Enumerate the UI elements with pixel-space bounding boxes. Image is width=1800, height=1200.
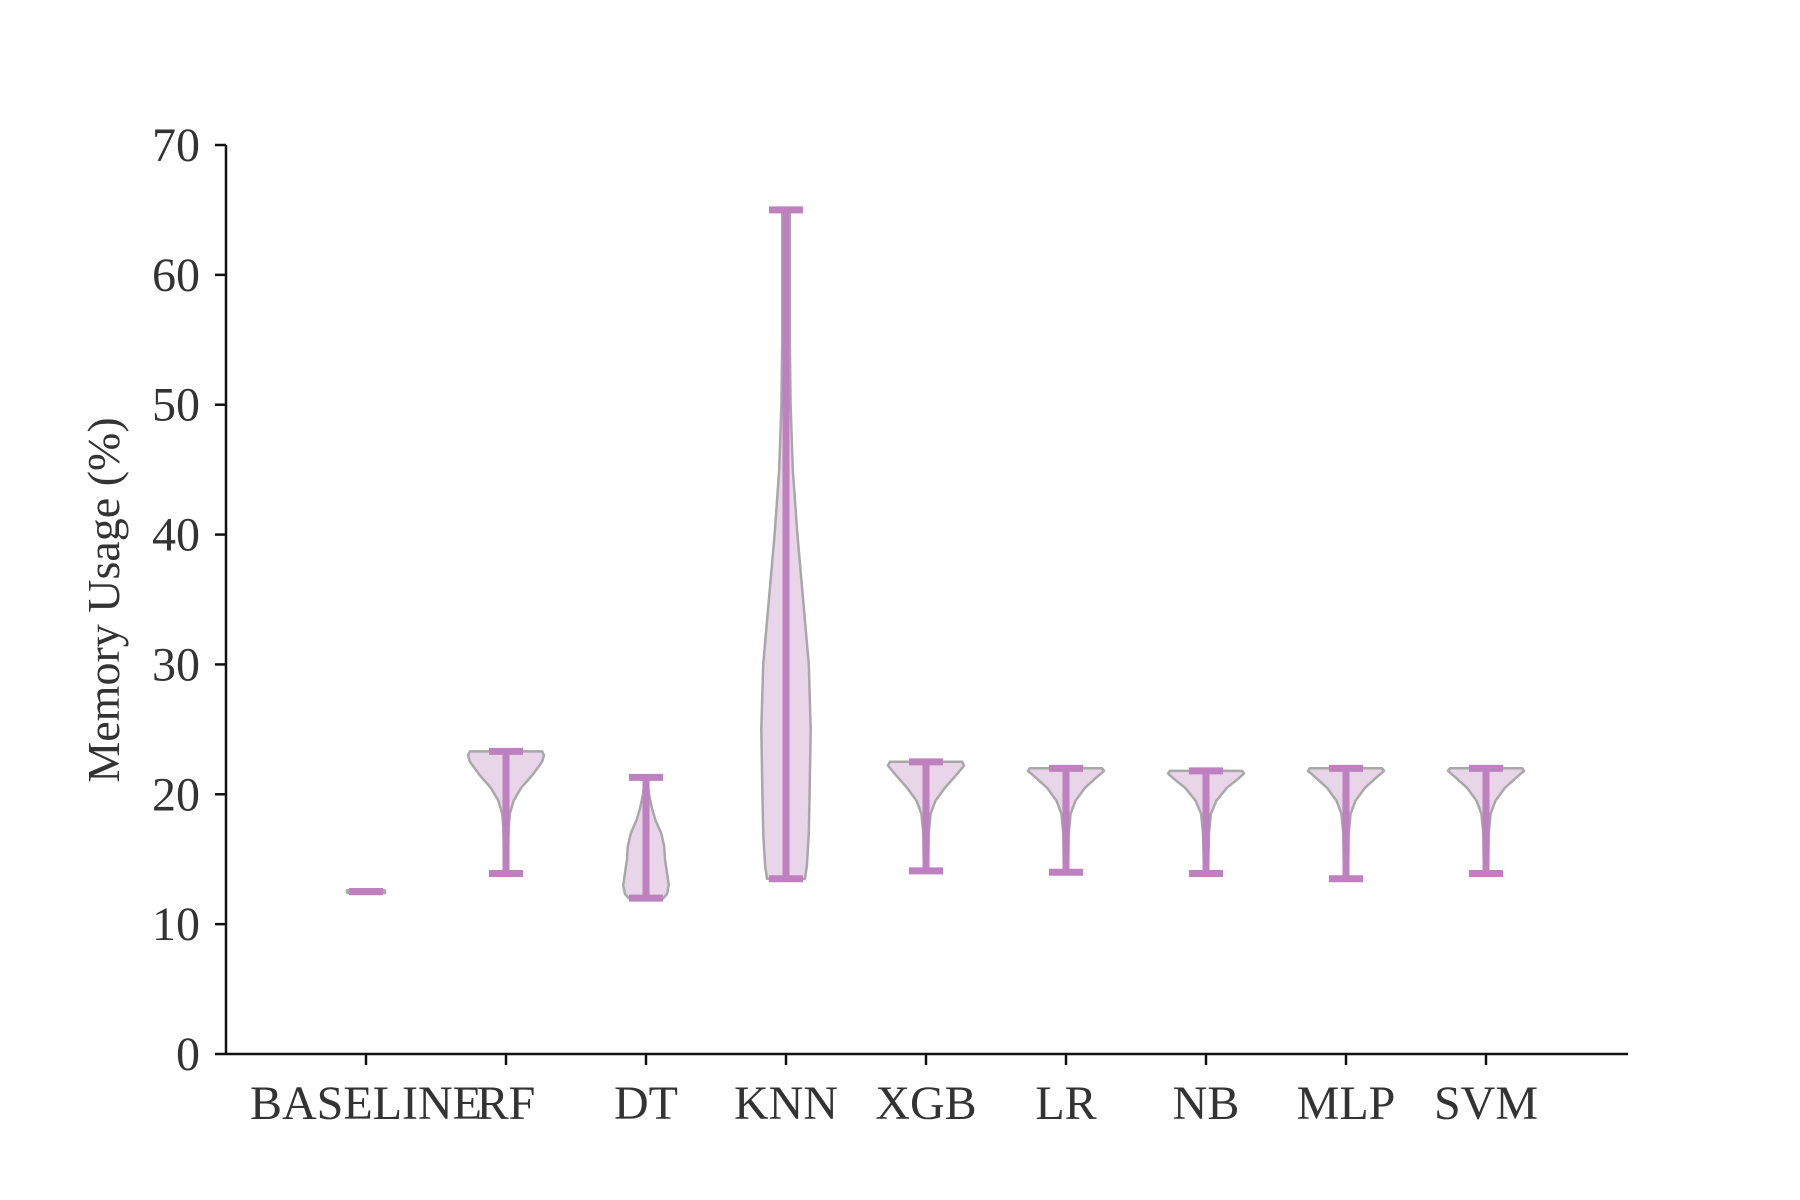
y-tick-label: 40 [152, 509, 200, 562]
y-ticks: 0 10 20 30 40 50 60 70 [152, 119, 226, 1081]
violin-group [345, 206, 1526, 902]
violin-rf [466, 747, 546, 877]
violin-nb [1166, 767, 1246, 877]
x-tick-label: LR [1035, 1077, 1096, 1130]
y-tick-label: 60 [152, 249, 200, 302]
axes [224, 145, 1628, 1056]
violin-dt [621, 773, 671, 902]
x-tick-label: BASELINE [250, 1077, 482, 1130]
y-tick-label: 0 [176, 1028, 200, 1081]
x-tick-label: DT [614, 1077, 678, 1130]
violin-xgb [886, 758, 966, 875]
y-axis-title: Memory Usage (%) [78, 417, 129, 782]
violin-svm [1446, 764, 1526, 877]
violin-mlp [1306, 764, 1386, 883]
violin-lr [1026, 764, 1106, 876]
x-tick-label: RF [477, 1077, 536, 1130]
x-tick-label: NB [1173, 1077, 1240, 1130]
violin-baseline [345, 888, 387, 896]
x-tick-label: SVM [1434, 1077, 1538, 1130]
y-tick-label: 50 [152, 379, 200, 432]
y-tick-label: 70 [152, 119, 200, 172]
x-tick-label: MLP [1297, 1077, 1396, 1130]
x-tick-label: KNN [734, 1077, 838, 1130]
x-tick-label: XGB [875, 1077, 976, 1130]
y-tick-label: 30 [152, 638, 200, 691]
y-tick-label: 10 [152, 898, 200, 951]
violin-knn [760, 206, 812, 883]
y-tick-label: 20 [152, 768, 200, 821]
